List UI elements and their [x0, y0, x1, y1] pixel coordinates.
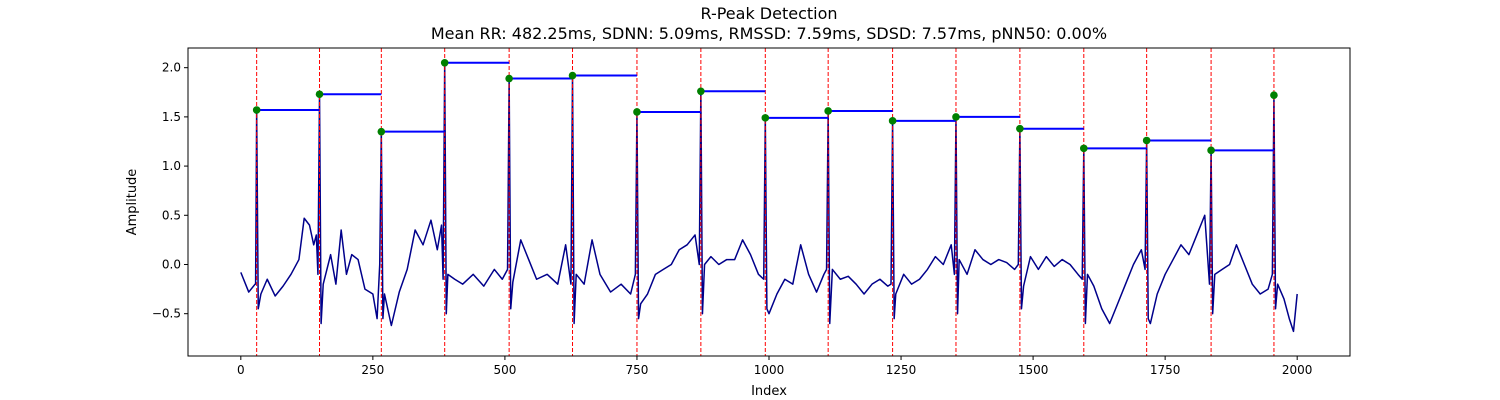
r-peak-point-14	[1142, 136, 1151, 145]
r-peak-point-16	[1270, 91, 1278, 100]
x-tick-label-4: 1000	[754, 363, 785, 377]
x-tick-label-2: 500	[493, 363, 516, 377]
x-tick-label-5: 1250	[886, 363, 917, 377]
x-tick-label-7: 1750	[1150, 363, 1181, 377]
x-tick-label-0: 0	[237, 363, 245, 377]
r-peak-point-6	[633, 108, 641, 116]
x-tick-label-3: 750	[626, 363, 649, 377]
r-peak-point-9	[824, 107, 832, 115]
chart-title: R-Peak Detection	[700, 4, 837, 23]
x-axis-label: Index	[751, 384, 787, 399]
r-peak-point-8	[761, 114, 770, 122]
plot-area: 0 250 500 750 1000 1250 1500 1750 2000 −0.5 0.0 0.5…	[152, 47, 1351, 377]
y-tick-label-3: 1.0	[162, 159, 181, 173]
y-tick-label-1: 0.0	[162, 257, 181, 271]
x-tick-label-1: 250	[361, 363, 384, 377]
r-peak-point-13	[1079, 144, 1088, 153]
r-peak-point-2	[377, 127, 386, 136]
x-tick-label-6: 1500	[1018, 363, 1049, 377]
r-peak-point-5	[568, 71, 577, 80]
r-peak-point-0	[252, 106, 261, 114]
y-axis-label: Amplitude	[125, 169, 140, 236]
r-peak-point-3	[440, 58, 449, 67]
r-peak-point-10	[888, 117, 897, 125]
y-tick-label-5: 2.0	[162, 61, 181, 75]
y-tick-label-2: 0.5	[162, 208, 181, 222]
y-tick-label-4: 1.5	[162, 110, 181, 124]
r-peak-point-4	[505, 74, 513, 83]
y-tick-label-0: −0.5	[152, 307, 181, 321]
r-peak-point-11	[952, 113, 960, 121]
chart-subtitle: Mean RR: 482.25ms, SDNN: 5.09ms, RMSSD: …	[431, 24, 1107, 43]
r-peak-point-15	[1207, 146, 1215, 155]
r-peak-point-12	[1016, 124, 1024, 133]
ecg-signal-line	[240, 62, 1298, 333]
x-tick-label-8: 2000	[1282, 363, 1313, 377]
r-peak-point-7	[697, 87, 705, 96]
r-peak-point-1	[315, 90, 324, 99]
